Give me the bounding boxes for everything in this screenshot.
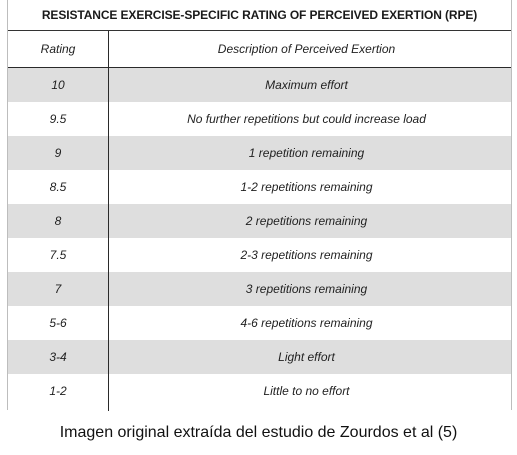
description-cell: Maximum effort <box>265 78 348 92</box>
description-cell: 2 repetitions remaining <box>245 214 368 228</box>
table-header-row: Rating Description of Perceived Exertion <box>8 31 511 68</box>
table-row: 9 1 repetition remaining <box>8 136 511 170</box>
table-row: 7 3 repetitions remaining <box>8 272 511 306</box>
description-cell: 1 repetition remaining <box>248 146 365 160</box>
description-cell: 3 repetitions remaining <box>245 282 368 296</box>
header-description: Description of Perceived Exertion <box>217 42 396 56</box>
column-divider <box>108 31 109 411</box>
rpe-table-figure: RESISTANCE EXERCISE-SPECIFIC RATING OF P… <box>7 0 512 411</box>
table-row: 5-6 4-6 repetitions remaining <box>8 306 511 340</box>
rating-cell: 9.5 <box>49 112 67 126</box>
rating-cell: 7.5 <box>49 248 67 262</box>
rating-cell: 8.5 <box>49 180 67 194</box>
description-cell: 1-2 repetitions remaining <box>240 180 373 194</box>
rating-cell: 9 <box>54 146 62 160</box>
rating-cell: 5-6 <box>49 316 67 330</box>
table-row: 3-4 Light effort <box>8 340 511 374</box>
rating-cell: 1-2 <box>49 384 67 398</box>
rating-cell: 7 <box>54 282 62 296</box>
header-rating: Rating <box>40 42 76 56</box>
table-row: 7.5 2-3 repetitions remaining <box>8 238 511 272</box>
description-cell: 4-6 repetitions remaining <box>240 316 373 330</box>
table-row: 1-2 Little to no effort <box>8 374 511 408</box>
table-row: 8.5 1-2 repetitions remaining <box>8 170 511 204</box>
description-cell: Light effort <box>278 350 335 364</box>
description-cell: 2-3 repetitions remaining <box>240 248 373 262</box>
table-row: 9.5 No further repetitions but could inc… <box>8 102 511 136</box>
table-title: RESISTANCE EXERCISE-SPECIFIC RATING OF P… <box>8 0 511 31</box>
rating-cell: 10 <box>51 78 65 92</box>
rpe-table: Rating Description of Perceived Exertion… <box>8 31 511 411</box>
rating-cell: 8 <box>54 214 62 228</box>
rating-cell: 3-4 <box>49 350 67 364</box>
table-row: 10 Maximum effort <box>8 68 511 102</box>
description-cell: Little to no effort <box>263 384 350 398</box>
table-row: 8 2 repetitions remaining <box>8 204 511 238</box>
figure-caption: Imagen original extraída del estudio de … <box>59 424 458 441</box>
description-cell: No further repetitions but could increas… <box>187 112 426 126</box>
